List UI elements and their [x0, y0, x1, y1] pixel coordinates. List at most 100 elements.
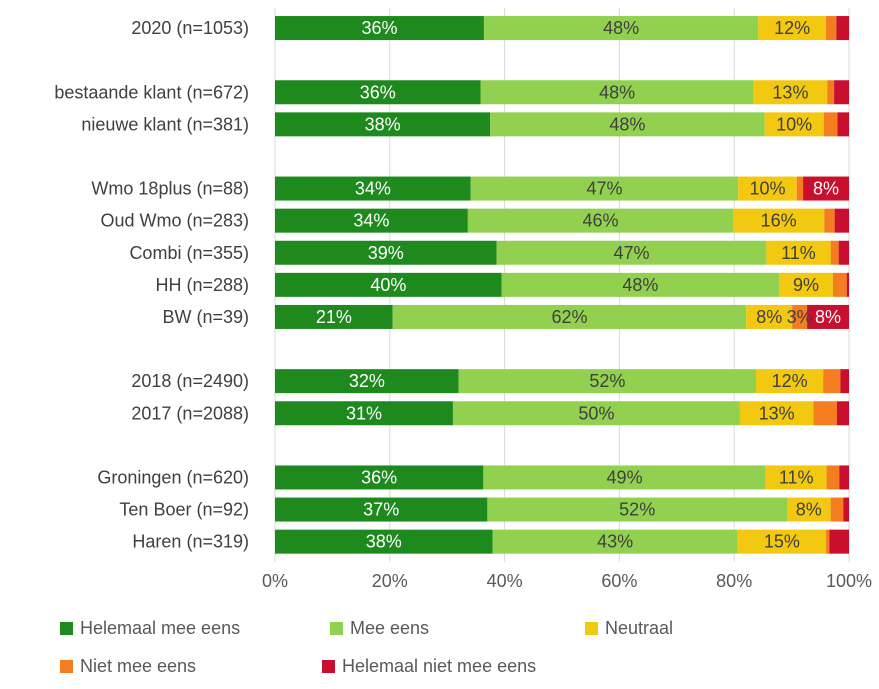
bar-segment	[846, 272, 849, 297]
bar-segment	[490, 112, 765, 137]
category-label: Combi (n=355)	[129, 243, 249, 263]
bar-segment	[838, 240, 849, 265]
bar-segment	[275, 304, 393, 329]
data-label: 43%	[597, 532, 633, 552]
data-label: 16%	[761, 211, 797, 231]
data-label: 11%	[779, 467, 814, 487]
bar-segment	[807, 304, 849, 329]
x-tick-label: 60%	[601, 571, 637, 591]
bar-segment	[739, 401, 814, 426]
bar-segment	[836, 16, 849, 41]
data-label: 47%	[586, 179, 622, 199]
bar-segment	[826, 465, 840, 490]
category-label: bestaande klant (n=672)	[54, 82, 249, 102]
data-label: 48%	[599, 82, 635, 102]
data-label: 50%	[578, 403, 614, 423]
data-label: 37%	[363, 500, 399, 520]
bar-segment	[275, 465, 484, 490]
x-tick-label: 0%	[262, 571, 288, 591]
bar-segment	[483, 16, 759, 41]
category-label: 2017 (n=2088)	[131, 403, 249, 423]
bar-segment	[392, 304, 747, 329]
data-label: 8%	[813, 179, 839, 199]
data-label: 10%	[776, 114, 812, 134]
bar-segment	[492, 529, 738, 554]
bar-segment	[275, 176, 471, 201]
data-label: 12%	[772, 371, 808, 391]
bar-segment	[275, 401, 453, 426]
data-label: 49%	[607, 467, 643, 487]
legend-label: Mee eens	[350, 618, 430, 638]
bar-segment	[827, 80, 835, 105]
bar-segment	[796, 176, 804, 201]
legend-label: Helemaal niet mee eens	[342, 656, 537, 676]
data-label: 3%	[787, 307, 813, 327]
data-label: 52%	[589, 371, 625, 391]
bar-segment	[487, 497, 788, 522]
stacked-bar-chart: 36% 48% 12% 36% 48% 13% 38% 48% 10% 34% 47% 10% 8% 34…	[54, 8, 872, 591]
category-label: nieuwe klant (n=381)	[81, 114, 249, 134]
category-label: Groningen (n=620)	[97, 467, 249, 487]
legend-item: Helemaal niet mee eens	[322, 656, 536, 677]
data-labels: 36% 48% 12% 36% 48% 13% 38% 48% 10% 34% 47% 10% 8% 34…	[316, 18, 841, 552]
data-label: 48%	[603, 18, 639, 38]
bar-segment	[803, 176, 849, 201]
bar-segment	[470, 176, 739, 201]
bar-segment	[452, 401, 740, 426]
data-label: 36%	[360, 82, 396, 102]
legend-item: Neutraal	[585, 618, 673, 639]
x-tick-label: 20%	[372, 571, 408, 591]
bar-segment	[764, 112, 824, 137]
bar-segment	[275, 112, 491, 137]
category-labels: 2020 (n=1053) bestaande klant (n=672) nieu…	[54, 18, 249, 552]
bar-segment	[496, 240, 767, 265]
bar-segment	[275, 529, 493, 554]
bar-segment	[275, 80, 481, 105]
bar-segment	[787, 497, 831, 522]
bar-segment	[766, 240, 831, 265]
legend-item: Niet mee eens	[60, 656, 196, 677]
category-label: 2020 (n=1053)	[131, 18, 249, 38]
bar-segment	[746, 304, 793, 329]
x-tick-label: 80%	[716, 571, 752, 591]
x-tick-label: 100%	[826, 571, 872, 591]
bar-segment	[824, 208, 835, 233]
bar-segment	[830, 240, 839, 265]
x-tick-label: 40%	[487, 571, 523, 591]
data-label: 39%	[368, 243, 404, 263]
bar-segment	[753, 80, 828, 105]
bar-segment	[830, 497, 844, 522]
data-label: 36%	[361, 18, 397, 38]
legend-swatch	[60, 660, 73, 673]
legend-label: Helemaal mee eens	[80, 618, 241, 638]
data-label: 13%	[772, 82, 808, 102]
legend-item: Mee eens	[330, 618, 429, 639]
category-label: Oud Wmo (n=283)	[100, 211, 249, 231]
bar-segment	[275, 497, 488, 522]
bar-segment	[275, 16, 484, 41]
bar-segment	[778, 272, 833, 297]
data-label: 48%	[609, 114, 645, 134]
bar-segment	[823, 112, 838, 137]
data-label: 10%	[749, 179, 785, 199]
bar-segment	[826, 16, 837, 41]
category-label: 2018 (n=2490)	[131, 371, 249, 391]
data-label: 46%	[582, 211, 618, 231]
data-label: 21%	[316, 307, 352, 327]
bar-segment	[275, 240, 497, 265]
legend-item: Helemaal mee eens	[60, 618, 240, 639]
data-label: 9%	[793, 275, 819, 295]
bar-segment	[275, 208, 468, 233]
data-label: 48%	[622, 275, 658, 295]
data-label: 12%	[774, 18, 810, 38]
category-label: Haren (n=319)	[132, 532, 249, 552]
data-label: 31%	[346, 403, 382, 423]
x-axis-ticks: 0% 20% 40% 60% 80% 100%	[262, 571, 872, 591]
category-label: HH (n=288)	[155, 275, 249, 295]
data-label: 15%	[764, 532, 800, 552]
bar-segment	[832, 272, 847, 297]
bar-segment	[829, 529, 849, 554]
bar-segment	[836, 401, 849, 426]
data-label: 38%	[365, 114, 401, 134]
data-label: 52%	[619, 500, 655, 520]
